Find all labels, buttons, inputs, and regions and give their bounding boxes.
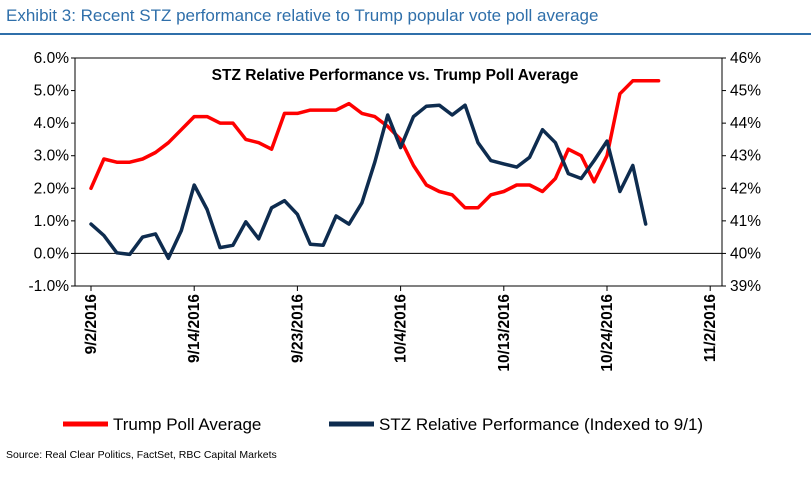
title-rule: [0, 33, 811, 35]
y-right-tick-label: 43%: [730, 148, 761, 165]
y-right-tick-label: 45%: [730, 83, 761, 100]
plot-frame: [74, 57, 723, 287]
y-left-tick-label: 5.0%: [34, 83, 70, 100]
exhibit-title: Exhibit 3: Recent STZ performance relati…: [6, 6, 599, 25]
y-axis-right: 46% 45% 44% 43% 42% 41% 40% 39%: [722, 50, 761, 295]
plot-border: [74, 57, 723, 287]
legend: Trump Poll Average STZ Relative Performa…: [63, 415, 703, 434]
y-left-tick-label: 4.0%: [34, 115, 70, 132]
x-tick-label: 9/23/2016: [289, 294, 306, 363]
y-left-tick-label: -1.0%: [29, 278, 70, 295]
series-line-stz-relative: [89, 103, 648, 261]
x-tick-label: 9/14/2016: [186, 294, 203, 363]
y-left-tick-label: 1.0%: [34, 213, 70, 230]
x-tick-label: 10/4/2016: [393, 294, 410, 363]
x-axis: 9/2/2016 9/14/2016 9/23/2016 10/4/2016 10/13…: [83, 286, 719, 372]
y-right-tick-label: 41%: [730, 213, 761, 230]
legend-label-stz: STZ Relative Performance (Indexed to 9/1…: [379, 415, 703, 434]
y-right-tick-label: 39%: [730, 278, 761, 295]
y-left-tick-label: 2.0%: [34, 180, 70, 197]
y-left-tick-label: 3.0%: [34, 148, 70, 165]
y-left-tick-label: 6.0%: [34, 50, 70, 67]
y-right-tick-label: 42%: [730, 180, 761, 197]
x-tick-label: 10/24/2016: [599, 294, 616, 372]
y-axis-left: 6.0% 5.0% 4.0% 3.0% 2.0% 1.0% 0.0% -1.0%: [29, 50, 75, 295]
series-line-trump-poll: [89, 79, 661, 210]
series-group: [89, 79, 661, 261]
y-left-tick-label: 0.0%: [34, 245, 70, 262]
legend-label-trump: Trump Poll Average: [113, 415, 261, 434]
x-tick-label: 11/2/2016: [702, 294, 719, 362]
y-right-tick-label: 40%: [730, 245, 761, 262]
x-tick-label: 9/2/2016: [83, 294, 100, 355]
chart-title: STZ Relative Performance vs. Trump Poll …: [212, 67, 579, 84]
y-right-tick-label: 46%: [730, 50, 761, 67]
source-note: Source: Real Clear Politics, FactSet, RB…: [6, 449, 277, 461]
x-tick-label: 10/13/2016: [496, 294, 513, 372]
y-right-tick-label: 44%: [730, 115, 761, 132]
